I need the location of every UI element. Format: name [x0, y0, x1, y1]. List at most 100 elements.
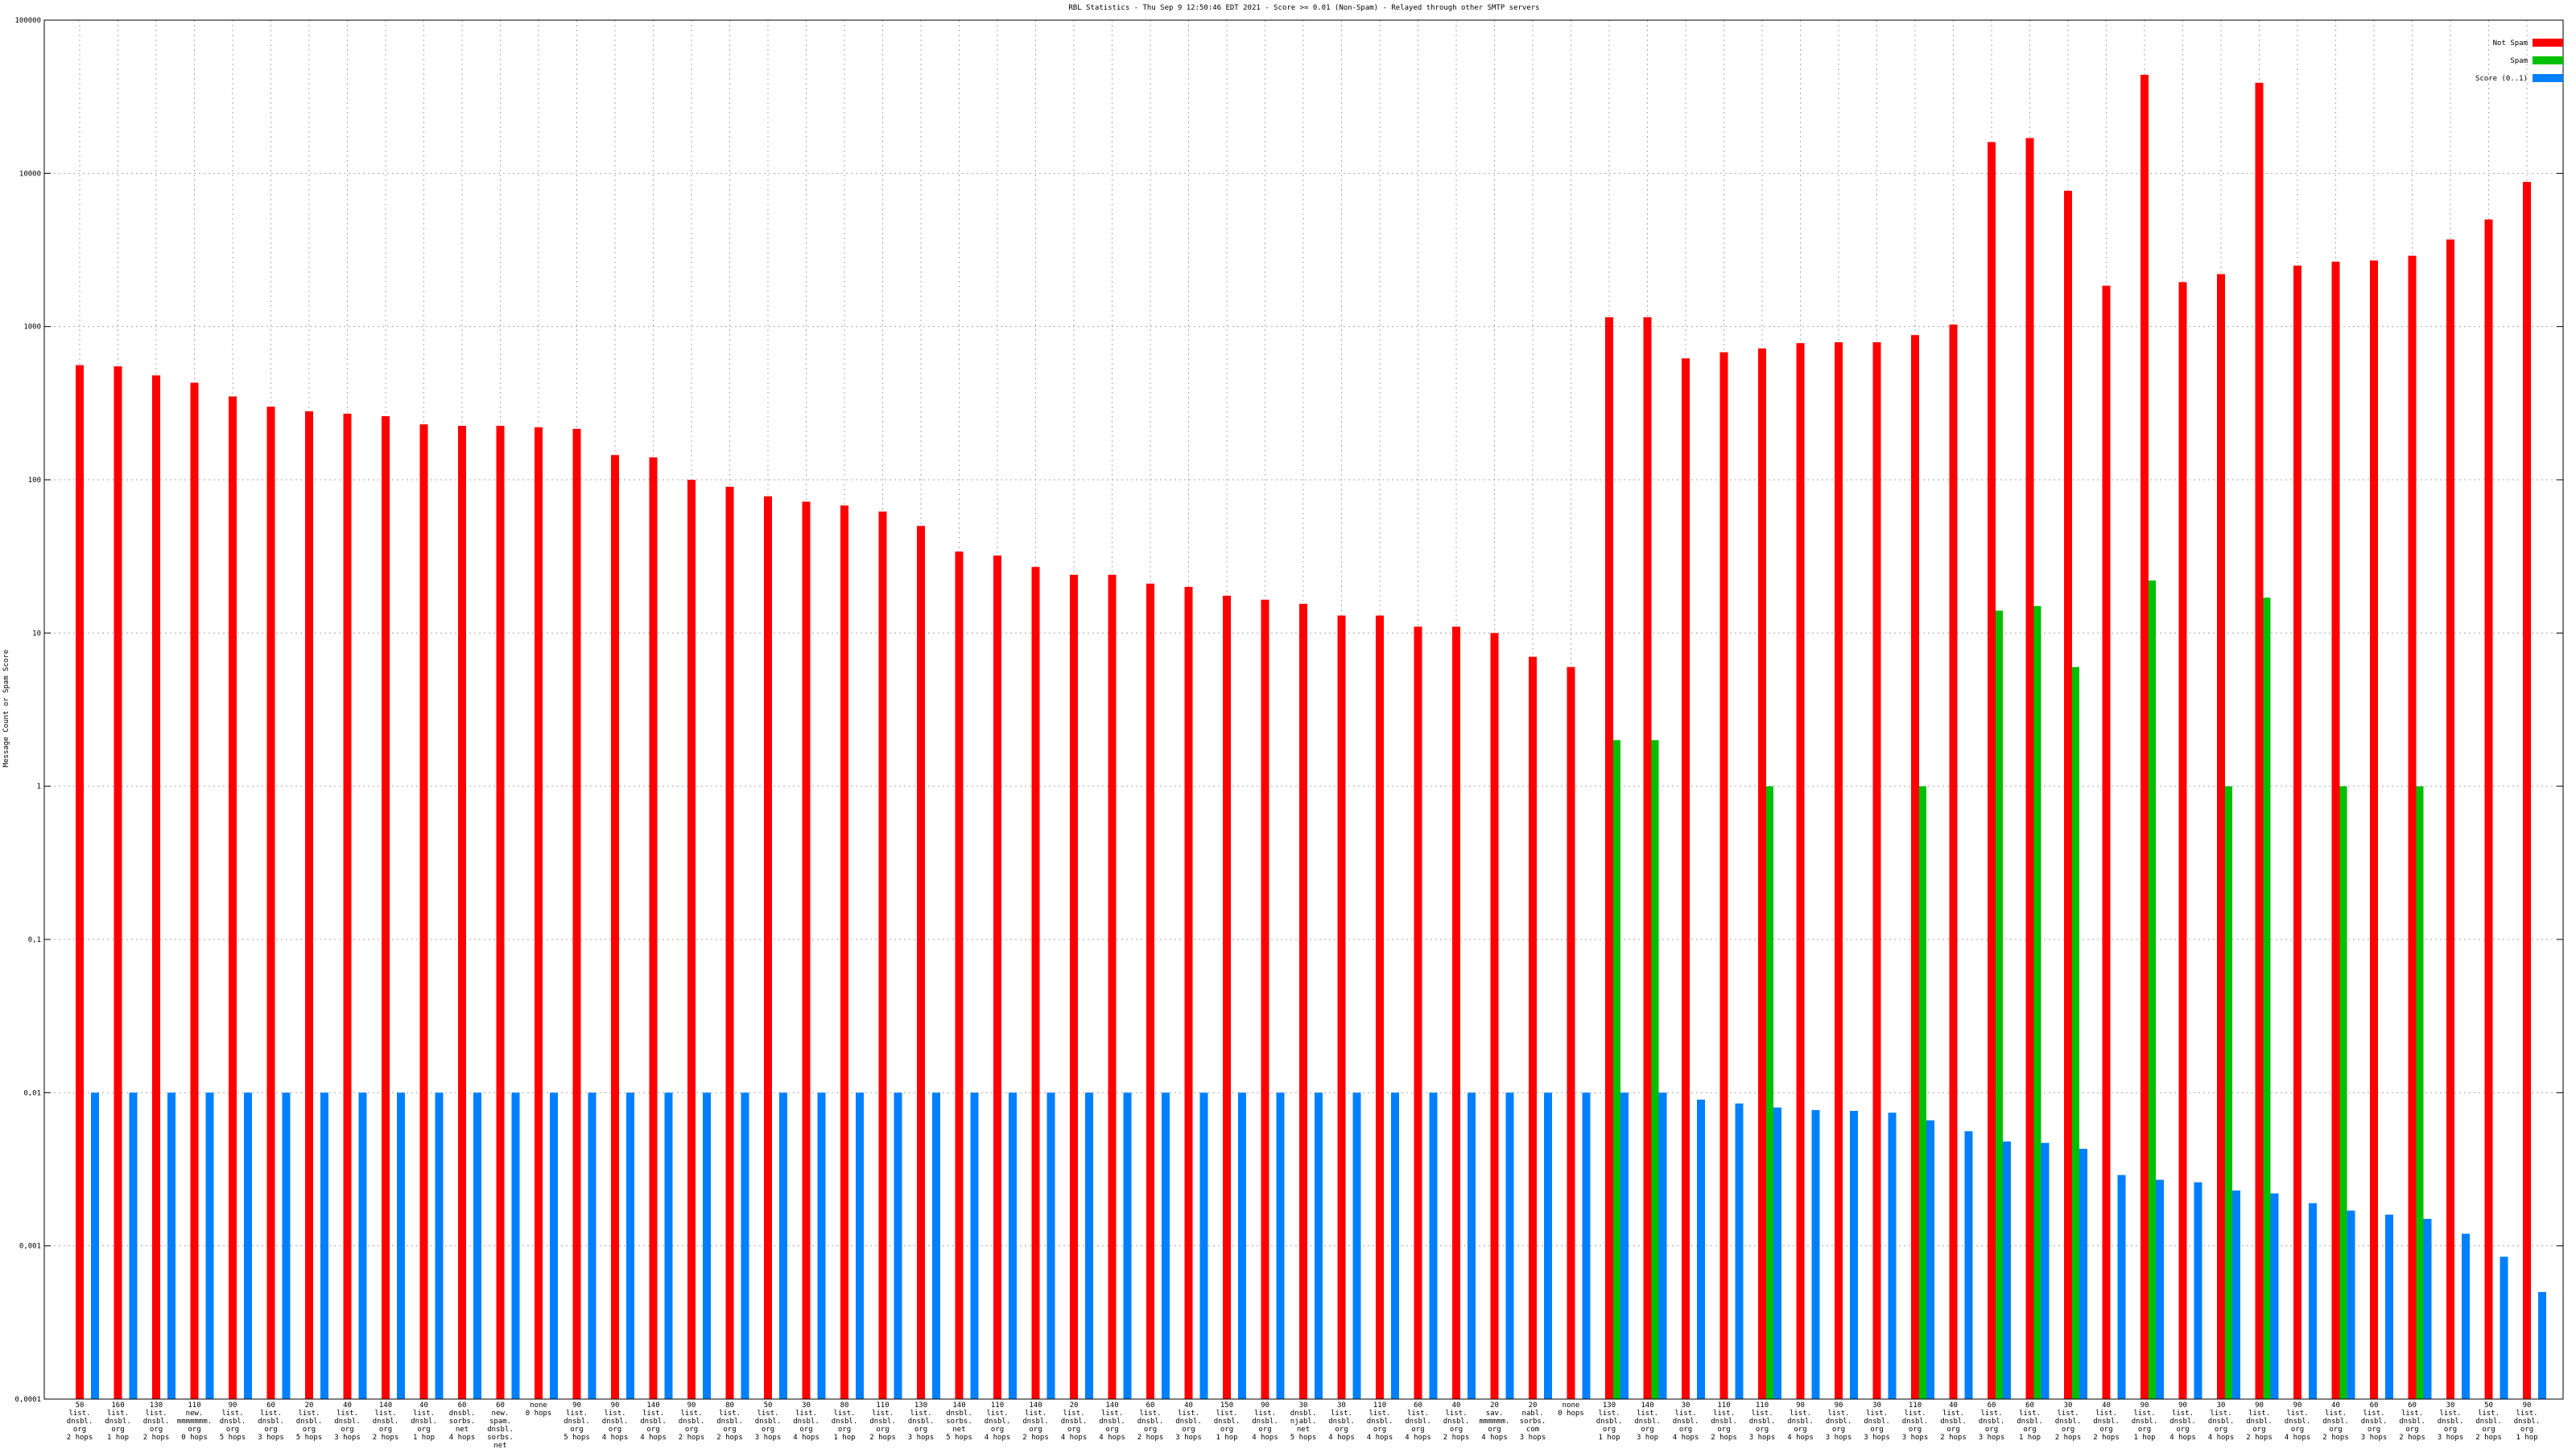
x-tick-label: 110: [876, 1402, 889, 1410]
x-tick-label: 4 hops: [1061, 1434, 1088, 1442]
x-tick-label: 30: [2064, 1402, 2073, 1410]
x-tick-label: 110: [188, 1402, 200, 1410]
x-tick-label: 20: [1529, 1402, 1538, 1410]
x-tick-label: dnsbl.: [2322, 1418, 2349, 1426]
x-tick-label: list.: [1063, 1410, 1084, 1418]
bar: [1796, 343, 1805, 1400]
bar: [664, 1092, 673, 1399]
x-tick-label: 50: [76, 1402, 85, 1410]
x-tick-label: list.: [2248, 1410, 2270, 1418]
x-tick-label: list.: [413, 1410, 435, 1418]
x-tick-label: list.: [1216, 1410, 1237, 1418]
bar: [167, 1092, 175, 1399]
x-tick-label: dnsbl.: [2132, 1418, 2158, 1426]
bar: [1337, 615, 1346, 1399]
x-tick-label: org: [2215, 1426, 2227, 1434]
bar: [473, 1092, 481, 1399]
x-tick-label: list.: [566, 1410, 588, 1418]
bar: [1996, 610, 2003, 1399]
x-tick-label: dnsbl.: [411, 1418, 437, 1426]
y-tick-label: 10000: [19, 170, 41, 178]
x-tick-label: 1 hop: [107, 1434, 129, 1442]
x-tick-label: list.: [1751, 1410, 1773, 1418]
x-tick-label: 90: [2140, 1402, 2149, 1410]
x-tick-label: 3 hops: [1520, 1434, 1546, 1442]
bar: [1505, 1092, 1514, 1399]
x-tick-label: dnsbl.: [1443, 1418, 1470, 1426]
y-tick-label: 10: [32, 630, 41, 638]
x-tick-label: org: [1373, 1426, 1386, 1434]
y-tick-label: 0,0001: [14, 1396, 41, 1404]
bar: [129, 1092, 138, 1399]
x-tick-label: 20: [1490, 1402, 1499, 1410]
plot-frame: [43, 19, 2564, 1400]
x-tick-label: list.: [2172, 1410, 2194, 1418]
bar: [1315, 1092, 1323, 1399]
x-tick-label: 2 hops: [1940, 1434, 1967, 1442]
x-tick-label: 0 hops: [1558, 1410, 1584, 1418]
x-tick-label: list.: [1637, 1410, 1658, 1418]
x-tick-label: 2 hops: [143, 1434, 170, 1442]
bar: [2484, 219, 2493, 1399]
bar: [1919, 786, 1926, 1399]
x-tick-label: 40: [2102, 1402, 2111, 1410]
bar: [1352, 1092, 1361, 1399]
x-tick-label: 130: [914, 1402, 927, 1410]
bar: [190, 382, 199, 1400]
x-tick-label: dnsbl.: [1596, 1418, 1623, 1426]
x-tick-label: 90: [229, 1402, 237, 1410]
x-tick-label: org: [1105, 1426, 1118, 1434]
bar: [229, 396, 237, 1400]
x-tick-label: org: [379, 1426, 392, 1434]
x-tick-label: dnsbl.: [564, 1418, 590, 1426]
x-tick-label: 60: [496, 1402, 505, 1410]
x-tick-label: 60: [2370, 1402, 2379, 1410]
x-tick-label: list.: [910, 1410, 931, 1418]
bar: [1238, 1092, 1246, 1399]
x-tick-label: list.: [2325, 1410, 2347, 1418]
x-tick-label: org: [762, 1426, 774, 1434]
x-tick-label: list.: [2095, 1410, 2117, 1418]
x-tick-label: org: [1717, 1426, 1730, 1434]
y-tick-label: 0,01: [23, 1089, 41, 1097]
x-tick-label: 1 hop: [413, 1434, 435, 1442]
bar: [1964, 1131, 1973, 1399]
bar: [2041, 1142, 2050, 1399]
x-tick-label: org: [1335, 1426, 1348, 1434]
bar: [2217, 274, 2225, 1400]
x-tick-label: 2 hops: [2475, 1434, 2502, 1442]
bar: [550, 1092, 558, 1399]
x-tick-label: 3 hops: [1826, 1434, 1852, 1442]
x-tick-label: net: [456, 1426, 469, 1434]
bar: [1146, 584, 1154, 1399]
bar: [2072, 667, 2079, 1399]
x-tick-label: org: [2138, 1426, 2151, 1434]
bar: [932, 1092, 940, 1399]
chart-title: RBL Statistics - Thu Sep 9 12:50:46 EDT …: [1068, 4, 1539, 12]
x-tick-label: 110: [1756, 1402, 1769, 1410]
x-tick-label: 1 hop: [1216, 1434, 1237, 1442]
x-tick-label: 110: [991, 1402, 1004, 1410]
x-tick-label: org: [1258, 1426, 1271, 1434]
x-tick-label: list.: [1827, 1410, 1849, 1418]
x-tick-label: 50: [2484, 1402, 2493, 1410]
bar: [2347, 1210, 2355, 1399]
x-tick-label: dnsbl.: [1252, 1418, 1278, 1426]
legend-swatch: [2533, 74, 2563, 82]
bar: [2423, 1219, 2432, 1399]
x-tick-label: 3 hops: [1175, 1434, 1202, 1442]
x-tick-label: dnsbl.: [1405, 1418, 1431, 1426]
bar: [1758, 348, 1766, 1399]
x-tick-label: dnsbl.: [296, 1418, 323, 1426]
x-tick-label: 30: [1299, 1402, 1308, 1410]
bar: [626, 1092, 634, 1399]
x-tick-label: org: [1603, 1426, 1616, 1434]
bar: [2500, 1257, 2508, 1399]
x-tick-label: org: [799, 1426, 812, 1434]
x-tick-label: list.: [1904, 1410, 1926, 1418]
x-tick-label: 90: [2255, 1402, 2264, 1410]
x-tick-label: org: [264, 1426, 277, 1434]
x-tick-label: org: [73, 1426, 86, 1434]
x-tick-label: net: [952, 1426, 965, 1434]
bar: [2225, 786, 2232, 1399]
